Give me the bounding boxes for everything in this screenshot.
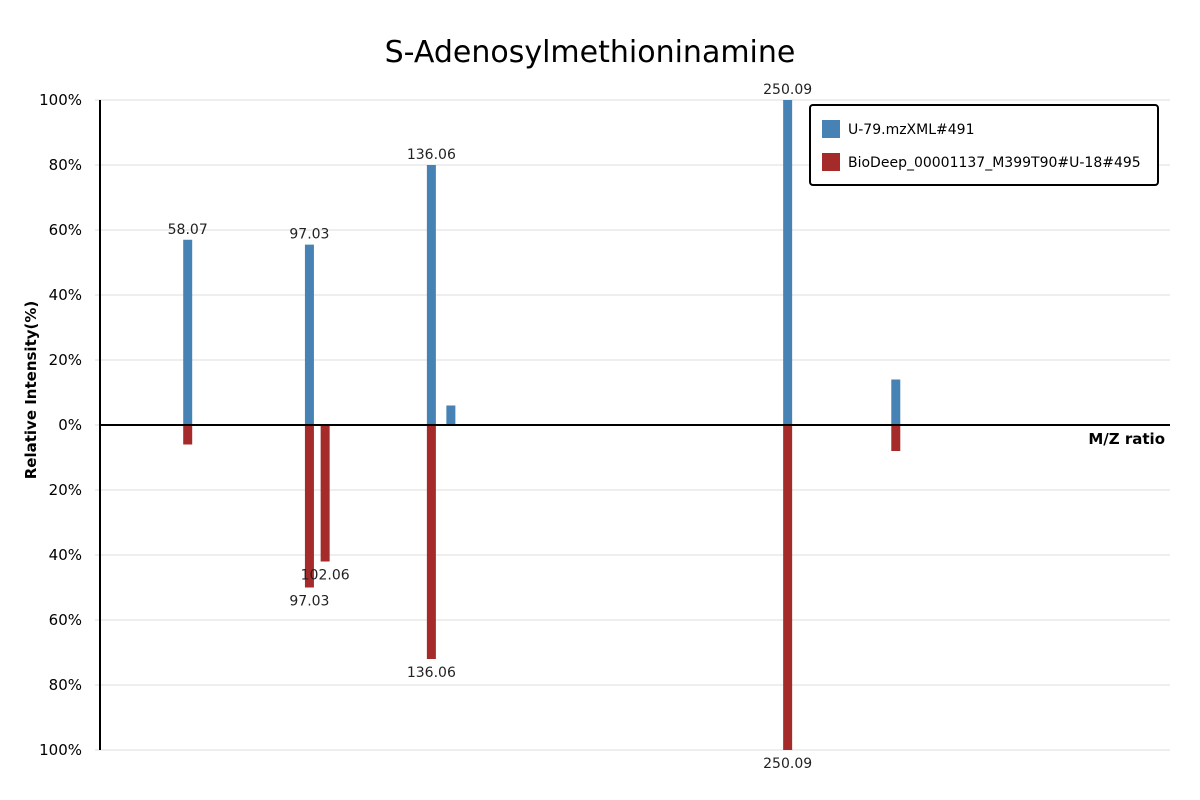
chart-title: S-Adenosylmethioninamine xyxy=(385,35,796,70)
reference-peak-bar xyxy=(183,425,193,445)
y-tick-label: 40% xyxy=(49,286,82,304)
query-peak-bar xyxy=(304,244,314,425)
y-tick-label: 20% xyxy=(49,481,82,499)
reference-peak-bar xyxy=(304,425,314,588)
query-peak-bar xyxy=(891,379,901,425)
y-tick-label: 60% xyxy=(49,221,82,239)
peak-label: 250.09 xyxy=(763,756,812,772)
peak-label: 136.06 xyxy=(407,665,456,681)
y-tick-label: 60% xyxy=(49,611,82,629)
y-tick-label: 0% xyxy=(58,416,82,434)
legend-swatch xyxy=(822,153,840,171)
peak-labels: 58.07 97.03 136.06 250.09 97.03 102.06 136.06 2… xyxy=(168,82,812,772)
reference-peak-bar xyxy=(426,425,436,659)
reference-peak-bar xyxy=(320,425,330,562)
peak-label: 136.06 xyxy=(407,147,456,163)
y-tick-labels: 100% 80% 60% 40% 20% 0% 20% 40% 60% 80% 100% xyxy=(39,91,82,759)
peak-label: 97.03 xyxy=(289,594,329,610)
legend: U-79.mzXML#491 BioDeep_00001137_M399T90#U… xyxy=(809,104,1159,186)
query-peak-bar xyxy=(183,239,193,425)
y-tick-label: 20% xyxy=(49,351,82,369)
query-peak-bar xyxy=(783,100,793,425)
query-peak-bar xyxy=(426,165,436,425)
y-tick-label: 80% xyxy=(49,156,82,174)
reference-peak-bar xyxy=(891,425,901,451)
x-axis-label: M/Z ratio xyxy=(1088,430,1165,448)
y-axis-label: Relative Intensity(%) xyxy=(22,301,40,480)
query-peak-bar xyxy=(446,405,456,425)
peak-bars xyxy=(183,100,901,750)
y-tick-label: 40% xyxy=(49,546,82,564)
y-tick-label: 80% xyxy=(49,676,82,694)
peak-label: 58.07 xyxy=(168,222,208,238)
reference-peak-bar xyxy=(783,425,793,750)
legend-label: U-79.mzXML#491 xyxy=(848,122,974,138)
peak-label: 102.06 xyxy=(301,568,350,584)
legend-label: BioDeep_00001137_M399T90#U-18#495 xyxy=(848,155,1141,171)
peak-label: 97.03 xyxy=(289,227,329,243)
y-tick-label: 100% xyxy=(39,741,82,759)
peak-label: 250.09 xyxy=(763,82,812,98)
legend-box xyxy=(809,104,1159,186)
y-tick-label: 100% xyxy=(39,91,82,109)
legend-swatch xyxy=(822,120,840,138)
